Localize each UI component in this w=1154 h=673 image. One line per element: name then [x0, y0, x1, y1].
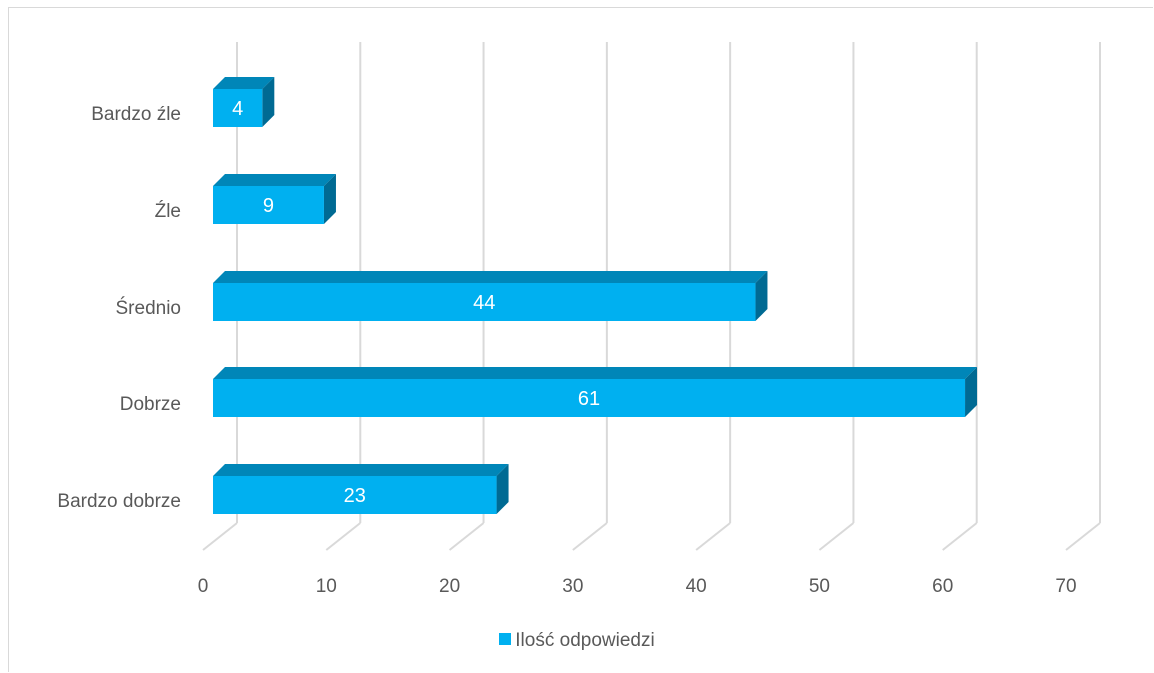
data-label: 23 — [344, 485, 366, 507]
bar-top — [213, 271, 768, 283]
bar — [213, 89, 263, 127]
x-tick-label: 30 — [562, 576, 583, 597]
x-tick-label: 40 — [686, 576, 707, 597]
gridline-floor — [572, 522, 608, 551]
bar — [213, 476, 497, 514]
data-label: 61 — [578, 388, 600, 410]
bar-side — [323, 174, 336, 224]
labels: 0 10 20 30 40 50 60 70 4 Bardzo źle 9 Źle 44 Średnio 6… — [57, 98, 1076, 597]
bar-side — [755, 271, 768, 321]
x-tick-label: 60 — [932, 576, 953, 597]
bars — [213, 77, 978, 514]
bar-side — [965, 367, 978, 417]
x-tick-label: 50 — [809, 576, 830, 597]
gridline-floor — [942, 522, 978, 551]
bar-top — [213, 77, 275, 89]
gridline-floor — [448, 522, 485, 551]
bar-top — [213, 464, 509, 476]
x-tick-label: 0 — [198, 576, 209, 597]
bar-top — [213, 367, 978, 379]
bar — [213, 186, 324, 224]
gridline-floor — [325, 522, 361, 551]
category-label: Średnio — [116, 297, 182, 319]
data-label: 9 — [263, 195, 274, 217]
bar — [213, 283, 756, 321]
legend: Ilość odpowiedzi — [0, 630, 1154, 652]
gridline-floor — [202, 522, 238, 551]
x-tick-label: 70 — [1055, 576, 1076, 597]
bar-top — [213, 174, 336, 186]
x-tick-label: 10 — [316, 576, 337, 597]
category-label: Bardzo źle — [91, 104, 181, 125]
bar-side — [262, 77, 275, 127]
data-label: 44 — [473, 292, 495, 314]
x-tick-label: 20 — [439, 576, 460, 597]
bar-side — [496, 464, 509, 514]
gridline-floor — [1065, 522, 1101, 551]
category-label: Bardzo dobrze — [57, 491, 181, 512]
category-label: Źle — [155, 201, 181, 222]
legend-swatch — [499, 632, 512, 645]
category-label: Dobrze — [120, 394, 181, 415]
data-label: 4 — [232, 98, 243, 120]
gridline-floor — [695, 522, 731, 551]
chart-frame — [8, 7, 1153, 672]
gridline-floor — [818, 522, 855, 551]
legend-label: Ilość odpowiedzi — [515, 630, 655, 651]
bar — [213, 379, 966, 417]
